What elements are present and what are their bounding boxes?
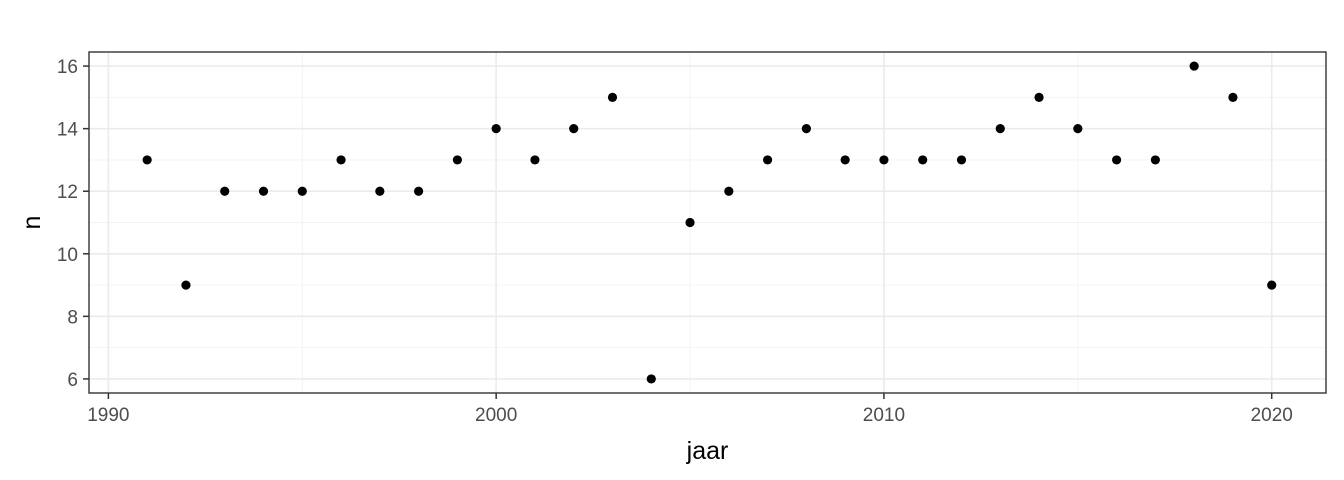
y-tick-label: 8: [67, 307, 78, 328]
data-point: [801, 124, 811, 134]
data-point: [763, 155, 773, 165]
minor-gridlines: [89, 52, 1326, 393]
x-tick-label: 2020: [1251, 405, 1293, 426]
y-tick-label: 12: [57, 182, 78, 203]
data-point: [491, 124, 501, 134]
data-point: [1112, 155, 1122, 165]
data-point: [724, 186, 734, 196]
x-axis-title: jaar: [686, 437, 729, 465]
data-point: [918, 155, 928, 165]
data-point: [1150, 155, 1160, 165]
data-point: [1228, 92, 1238, 102]
data-point: [452, 155, 462, 165]
data-point: [375, 186, 385, 196]
data-points: [142, 61, 1277, 384]
data-point: [297, 186, 307, 196]
data-point: [1189, 61, 1199, 71]
y-tick-label: 16: [57, 57, 78, 78]
data-point: [607, 92, 618, 102]
data-point: [142, 155, 152, 165]
data-point: [646, 374, 656, 384]
data-point: [956, 155, 967, 165]
data-point: [181, 280, 191, 290]
data-point: [336, 155, 346, 165]
data-point: [1267, 280, 1277, 290]
x-tick-label: 1990: [87, 405, 129, 426]
y-tick-label: 14: [57, 120, 79, 141]
y-axis-title: n: [18, 216, 46, 230]
data-point: [879, 155, 889, 165]
data-point: [220, 186, 230, 196]
data-point: [414, 186, 424, 196]
data-point: [530, 155, 540, 165]
plot-panel-border: [88, 51, 1327, 394]
data-point: [840, 155, 850, 165]
axis-tick-labels: 1990 2000 2010 2020 6 8 10 12 14 16: [57, 57, 1293, 426]
y-tick-label: 6: [67, 370, 78, 391]
data-point: [995, 124, 1005, 134]
y-tick-label: 10: [57, 245, 78, 266]
data-point: [569, 124, 579, 134]
x-tick-label: 2010: [863, 405, 905, 426]
major-gridlines: [89, 52, 1326, 393]
data-point: [1073, 124, 1083, 134]
data-point: [1034, 92, 1044, 102]
axis-ticks: [83, 65, 1273, 399]
x-tick-label: 2000: [475, 405, 517, 426]
data-point: [258, 186, 269, 196]
data-point: [685, 217, 695, 228]
